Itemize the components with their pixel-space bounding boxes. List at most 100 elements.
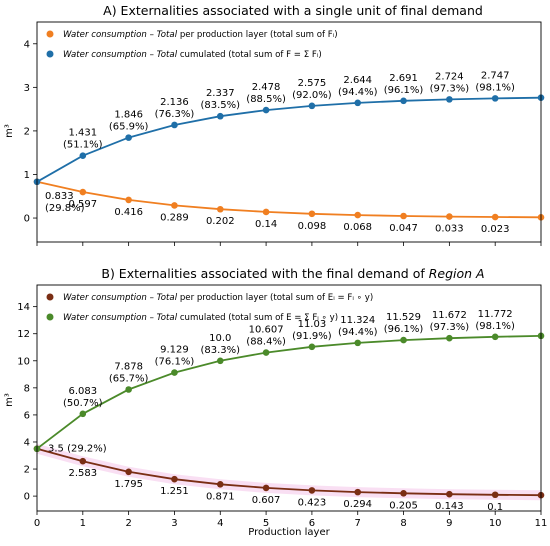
panel-a-series-0-point: [354, 211, 362, 219]
panel-b-series-1-point: [171, 369, 178, 376]
panel-a-ylabel: m³: [4, 124, 15, 138]
panel-b-series-1-point: [262, 349, 270, 356]
panel-a-data-label: 2.575 (92.0%): [292, 78, 332, 101]
panel-b-data-label: 1.795: [114, 479, 143, 490]
panel-a-series-1-point: [354, 99, 362, 107]
panel-a-data-label: 0.289: [160, 212, 189, 223]
panel-b-series-0-point: [354, 488, 362, 496]
panel-b-xtick-label: 7: [355, 518, 361, 529]
panel-b-series-1-point: [216, 357, 224, 365]
panel-b-ytick-label: 0: [24, 492, 30, 503]
panel-a-data-label: 0.14: [255, 219, 277, 230]
panel-a-series-0-point: [400, 212, 407, 220]
panel-a-frame: [36, 21, 542, 243]
panel-b-xtick-label: 8: [400, 518, 406, 529]
panel-b-series-0-point: [308, 487, 316, 494]
panel-a-series-0-line: [36, 180, 542, 219]
panel-a-data-label: 2.747 (98.1%): [475, 70, 515, 93]
panel-b-data-label: 11.324 (94.4%): [338, 315, 378, 338]
panel-a-ytick-label: 3: [24, 83, 30, 94]
panel-a-series-0-point: [125, 196, 132, 204]
panel-a-ytick-label: 4: [24, 39, 30, 50]
panel-b-series-0-point: [216, 481, 224, 488]
panel-b-data-label: 11.03 (91.9%): [292, 319, 332, 342]
panel-b-xtick-label: 1: [80, 518, 86, 529]
panel-b-series-1-point: [400, 336, 407, 344]
panel-a-series-0-point: [216, 205, 224, 213]
panel-a-series-1-line: [36, 96, 542, 183]
panel-a-data-label: 0.068: [343, 222, 372, 233]
panel-a-data-label: 0.098: [298, 221, 327, 232]
panel-b-data-label: 3.5 (29.2%): [48, 444, 107, 455]
panel-a-data-label: 0.833 (29.8%): [45, 191, 85, 214]
panel-b-series-1-point: [354, 339, 362, 347]
panel-b-xlabel: Production layer: [248, 527, 330, 538]
panel-a-series-0-point: [491, 213, 499, 221]
panel-a-data-label: 2.691 (96.1%): [384, 73, 424, 96]
panel-b-data-label: 11.772 (98.1%): [475, 309, 515, 332]
panel-b-legend-marker: [46, 313, 54, 321]
panel-a-data-label: 0.416: [114, 207, 143, 218]
panel-a-chart: 0.597 0.416 0.289 0.202 0.14 0.098 0.068 0.047 0…: [24, 21, 545, 246]
panel-a-data-label: 2.478 (88.5%): [246, 82, 286, 105]
panel-a-series-0-point: [446, 213, 453, 220]
panel-b-data-label: 0.1: [487, 502, 503, 513]
panel-a-data-label: 2.337 (83.5%): [200, 88, 240, 111]
panel-b-data-label: 11.672 (97.3%): [430, 310, 470, 333]
panel-b-title-plain: B) Externalities associated with the fin…: [101, 266, 428, 281]
panel-b-data-label: 0.607: [252, 495, 281, 506]
panel-b-xtick-label: 6: [309, 518, 315, 529]
panel-a-series-1-point: [491, 95, 499, 102]
panel-a-data-label: 2.136 (76.3%): [155, 97, 195, 120]
panel-b-series-1-point: [446, 334, 453, 342]
panel-b-series-0-point: [79, 457, 87, 465]
panel-b-series-1-point: [308, 343, 316, 351]
panel-a-series-1-point: [216, 112, 224, 120]
panel-a-title: A) Externalities associated with a singl…: [103, 3, 483, 18]
panel-b-data-label: 2.583: [68, 468, 97, 479]
panel-b-title-italic: Region A: [429, 266, 485, 281]
panel-a-series-0-point: [262, 208, 270, 216]
panel-a-ytick-label: 2: [24, 126, 30, 137]
panel-a-series-0-point: [79, 188, 87, 196]
panel-b-data-label: 10.0 (83.3%): [200, 333, 240, 356]
panel-b-series-0-point: [491, 491, 499, 499]
panel-b-ytick-label: 6: [24, 410, 30, 421]
panel-a-series-1-point: [125, 134, 132, 141]
panel-a-legend-marker: [46, 50, 54, 58]
panel-a-ytick-label: 1: [24, 170, 30, 181]
panel-b-series-0-point: [171, 475, 178, 483]
panel-b-legend-entry: Water consumption – Total cumulated (tot…: [63, 313, 338, 323]
panel-a-legend-entry: Water consumption – Total cumulated (tot…: [63, 50, 322, 60]
panel-b-ytick-label: 2: [24, 465, 30, 476]
panel-b-xtick-label: 11: [535, 518, 548, 529]
panel-b-series-1-line: [36, 335, 542, 450]
panel-a-series-0-point: [171, 202, 178, 209]
panel-b-title: B) Externalities associated with the fin…: [101, 266, 484, 281]
panel-b-ylabel: m³: [4, 393, 15, 407]
panel-b-data-label: 7.878 (65.7%): [109, 362, 149, 385]
panel-b-series-1-point: [79, 410, 87, 418]
panel-b-xtick-label: 10: [489, 518, 502, 529]
panel-b-uncertainty-band: [37, 443, 541, 501]
panel-a-series-1-point: [400, 97, 407, 105]
panel-a-data-label: 0.202: [206, 216, 235, 227]
panel-b-series-0-point: [446, 490, 453, 498]
panel-b-series-0-line: [36, 447, 542, 497]
panel-b-ytick-label: 8: [24, 383, 30, 394]
panel-a-data-label: 1.846 (65.9%): [109, 110, 149, 133]
panel-b-chart: 2.583 1.795 1.251 0.871 0.607 0.423 0.294 0.205…: [17, 284, 548, 529]
panel-b-series-0-point: [262, 484, 270, 492]
panel-b-ytick-label: 14: [17, 302, 30, 313]
panel-b-ytick-label: 4: [24, 437, 30, 448]
panel-b-ytick-label: 10: [17, 356, 30, 367]
panel-b-data-label: 6.083 (50.7%): [63, 386, 103, 409]
panel-a-series-1-point: [171, 121, 178, 129]
panel-a-legend-entry: Water consumption – Total per production…: [63, 30, 338, 40]
panel-a-series-1-point: [262, 106, 270, 114]
panel-a-series-1-point: [79, 152, 87, 159]
panel-b-data-label: 0.143: [435, 501, 464, 512]
panel-b-frame: [36, 284, 542, 512]
panel-a-data-label: 0.597: [68, 199, 97, 210]
